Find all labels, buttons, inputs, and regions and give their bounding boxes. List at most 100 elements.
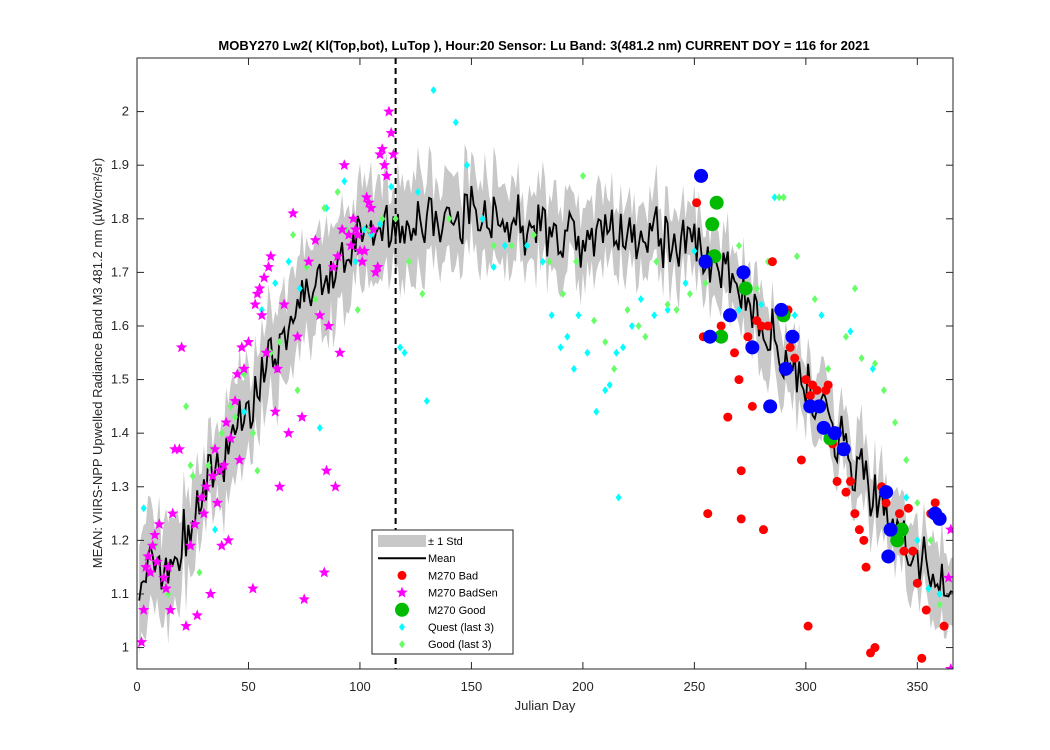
axes-box: [136, 57, 954, 670]
good-last3-point: [196, 568, 203, 577]
legend: ± 1 Std Mean M270 Bad M270 BadSen M270 Good Q…: [371, 529, 514, 655]
quest-point: [430, 86, 437, 95]
badsen-point: [220, 416, 232, 428]
good-last3-point: [559, 289, 566, 298]
good-last3-point: [446, 214, 453, 223]
y-tick-label: 1.9: [111, 157, 129, 172]
good-point-blue: [702, 329, 717, 344]
quest-point: [479, 214, 486, 223]
good-last3-point: [187, 461, 194, 470]
good-last3-point: [793, 252, 800, 261]
badsen-point: [162, 561, 174, 572]
quest-point: [818, 311, 825, 320]
badsen-point: [231, 368, 243, 380]
good-point: [714, 329, 729, 344]
bad-point: [812, 385, 822, 395]
quest-point: [548, 311, 555, 320]
badsen-point: [137, 636, 148, 648]
badsen-point: [314, 309, 326, 321]
bad-point: [939, 621, 949, 631]
good-last3-point: [664, 300, 671, 309]
bad-point: [917, 653, 927, 663]
badsen-point: [144, 566, 157, 578]
good-last3-point: [218, 429, 225, 438]
badsen-point: [262, 261, 275, 272]
bad-point: [912, 578, 922, 588]
badsen-point: [164, 604, 177, 615]
quest-point: [847, 327, 854, 336]
good-last3-point: [406, 257, 412, 266]
good-last3-point: [379, 214, 386, 223]
good-point-blue: [723, 308, 738, 323]
good-point: [890, 533, 905, 548]
good-last3-point: [642, 332, 649, 341]
quest-point: [570, 364, 577, 373]
good-last3-point: [825, 364, 832, 373]
badsen-point: [271, 362, 284, 374]
legend-label: Mean: [428, 553, 456, 565]
quest-point: [397, 343, 404, 352]
badsen-point: [303, 255, 315, 267]
good-last3-point: [573, 257, 580, 266]
good-point-blue: [763, 399, 778, 414]
legend-swatch-good: [395, 602, 409, 617]
badsen-point: [354, 244, 366, 256]
good-point-blue: [745, 340, 760, 355]
bad-point: [790, 353, 800, 363]
badsen-point: [209, 443, 221, 455]
badsen-point: [385, 127, 397, 138]
legend-swatch-quest: [399, 623, 405, 631]
quest-point: [903, 493, 910, 502]
y-tick-label: 1.7: [111, 264, 129, 279]
good-last3-point: [579, 171, 586, 180]
badsen-point: [365, 202, 377, 213]
good-last3-point: [702, 279, 709, 288]
legend-swatch-good-last3: [399, 640, 405, 649]
badsen-point: [249, 298, 261, 310]
good-last3-point: [508, 241, 515, 250]
badsen-point: [229, 395, 241, 406]
y-tick-label: 1.8: [111, 211, 129, 226]
x-tick-label: 300: [795, 679, 817, 694]
badsen-point: [198, 507, 210, 519]
badsen-point: [256, 309, 268, 321]
good-last3-point: [776, 193, 783, 202]
quest-point: [388, 182, 395, 191]
badsen-point: [343, 228, 355, 240]
x-tick-label: 250: [684, 679, 706, 694]
quest-point: [651, 311, 658, 320]
quest-point: [584, 348, 591, 357]
badsen-point: [347, 212, 359, 224]
quest-point: [615, 493, 622, 502]
quest-point: [664, 305, 671, 314]
bad-point: [903, 503, 913, 513]
badsen-point: [253, 282, 266, 294]
good-last3-point: [611, 364, 618, 373]
badsen-point: [222, 534, 235, 546]
badsen-point: [942, 571, 953, 583]
badsen-point: [320, 464, 333, 476]
quest-point: [936, 589, 943, 598]
bad-point: [801, 375, 811, 385]
good-last3-point: [591, 316, 598, 325]
good-point-blue: [736, 265, 751, 280]
badsen-point: [184, 539, 197, 551]
quest-point: [241, 407, 248, 416]
bad-point: [785, 342, 795, 352]
badsen-point: [238, 362, 250, 374]
good-last3-point: [205, 461, 212, 470]
bad-point: [841, 487, 851, 497]
badsen-point: [242, 336, 255, 347]
good-last3-point: [780, 193, 787, 202]
x-tick-label: 100: [349, 679, 371, 694]
good-last3-point: [753, 284, 760, 293]
good-last3-point: [892, 418, 899, 427]
bad-point: [734, 375, 744, 385]
quest-point: [925, 584, 932, 593]
legend-label: Quest (last 3): [428, 622, 494, 634]
badsen-point: [363, 196, 375, 208]
bad-point: [908, 546, 918, 556]
bad-point: [823, 380, 833, 390]
badsen-point: [381, 169, 393, 181]
badsen-point: [151, 555, 163, 567]
